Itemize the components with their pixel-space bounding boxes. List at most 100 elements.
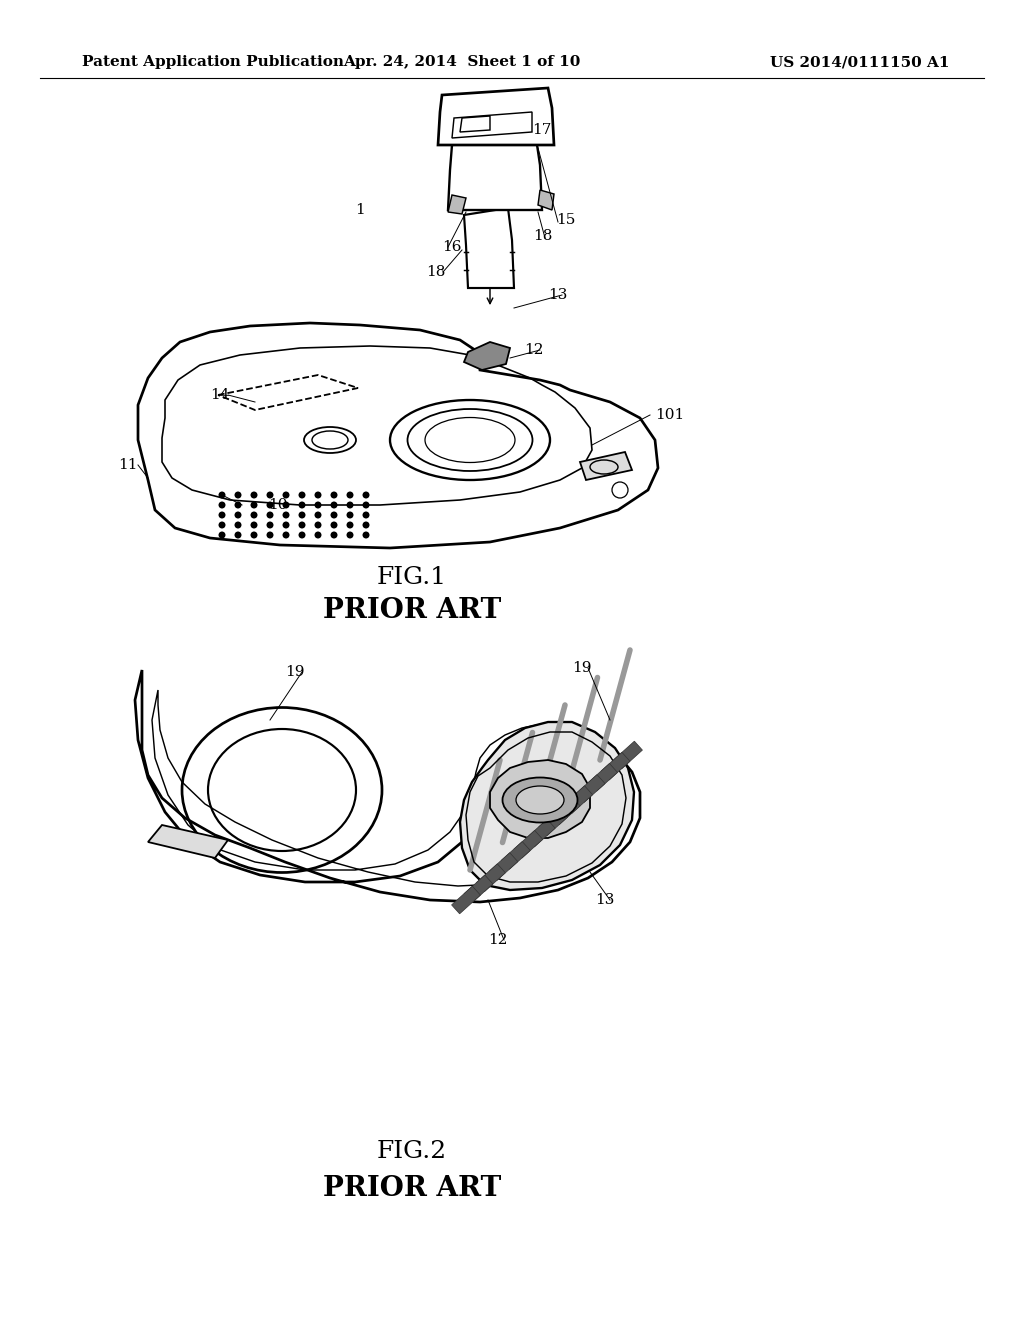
Circle shape <box>362 532 370 539</box>
Circle shape <box>218 511 225 519</box>
Text: 18: 18 <box>534 228 552 243</box>
Circle shape <box>331 491 338 499</box>
Text: 10: 10 <box>268 498 288 512</box>
Text: 1: 1 <box>355 203 365 216</box>
Circle shape <box>314 511 322 519</box>
Circle shape <box>218 502 225 508</box>
Polygon shape <box>138 323 658 548</box>
Text: 101: 101 <box>655 408 684 422</box>
Polygon shape <box>551 797 581 825</box>
Circle shape <box>362 502 370 508</box>
Polygon shape <box>464 209 514 288</box>
Text: 11: 11 <box>118 458 137 473</box>
Circle shape <box>218 491 225 499</box>
Text: FIG.1: FIG.1 <box>377 566 447 590</box>
Polygon shape <box>539 808 567 836</box>
Circle shape <box>299 491 305 499</box>
Polygon shape <box>526 820 555 847</box>
Circle shape <box>251 511 257 519</box>
Polygon shape <box>476 863 505 891</box>
Circle shape <box>218 521 225 528</box>
Circle shape <box>234 511 242 519</box>
Circle shape <box>266 521 273 528</box>
Polygon shape <box>148 825 228 858</box>
Polygon shape <box>502 842 530 869</box>
Text: PRIOR ART: PRIOR ART <box>323 597 501 623</box>
Polygon shape <box>580 451 632 480</box>
Circle shape <box>266 511 273 519</box>
Polygon shape <box>464 875 493 903</box>
Circle shape <box>346 502 353 508</box>
Text: 15: 15 <box>556 213 575 227</box>
Circle shape <box>234 502 242 508</box>
Circle shape <box>362 511 370 519</box>
Circle shape <box>283 491 290 499</box>
Circle shape <box>314 532 322 539</box>
Circle shape <box>314 491 322 499</box>
Circle shape <box>299 511 305 519</box>
Ellipse shape <box>503 777 578 822</box>
Circle shape <box>234 521 242 528</box>
Polygon shape <box>601 752 630 780</box>
Text: 18: 18 <box>426 265 445 279</box>
Circle shape <box>283 521 290 528</box>
Text: 16: 16 <box>442 240 462 253</box>
Circle shape <box>331 502 338 508</box>
Text: PRIOR ART: PRIOR ART <box>323 1175 501 1201</box>
Circle shape <box>266 491 273 499</box>
Polygon shape <box>489 853 518 880</box>
Circle shape <box>283 502 290 508</box>
Polygon shape <box>438 88 554 145</box>
Circle shape <box>299 532 305 539</box>
Circle shape <box>251 502 257 508</box>
Circle shape <box>346 521 353 528</box>
Polygon shape <box>514 830 543 858</box>
Circle shape <box>314 521 322 528</box>
Polygon shape <box>589 763 617 791</box>
Polygon shape <box>460 722 634 890</box>
Text: 14: 14 <box>210 388 229 403</box>
Text: 19: 19 <box>572 661 592 675</box>
Text: 12: 12 <box>488 933 508 946</box>
Polygon shape <box>564 785 593 813</box>
Circle shape <box>234 491 242 499</box>
Polygon shape <box>449 195 466 214</box>
Polygon shape <box>613 741 642 768</box>
Circle shape <box>314 502 322 508</box>
Text: 12: 12 <box>524 343 544 356</box>
Circle shape <box>346 491 353 499</box>
Polygon shape <box>449 139 542 210</box>
Circle shape <box>283 532 290 539</box>
Circle shape <box>299 502 305 508</box>
Circle shape <box>299 521 305 528</box>
Polygon shape <box>577 775 605 803</box>
Text: Apr. 24, 2014  Sheet 1 of 10: Apr. 24, 2014 Sheet 1 of 10 <box>343 55 581 69</box>
Circle shape <box>234 532 242 539</box>
Text: 19: 19 <box>285 665 304 678</box>
Polygon shape <box>490 760 590 838</box>
Circle shape <box>331 532 338 539</box>
Circle shape <box>331 511 338 519</box>
Polygon shape <box>538 190 554 210</box>
Polygon shape <box>452 886 480 913</box>
Circle shape <box>362 521 370 528</box>
Circle shape <box>266 532 273 539</box>
Circle shape <box>218 532 225 539</box>
Text: US 2014/0111150 A1: US 2014/0111150 A1 <box>770 55 950 69</box>
Text: 13: 13 <box>595 894 614 907</box>
Circle shape <box>251 532 257 539</box>
Circle shape <box>346 511 353 519</box>
Text: Patent Application Publication: Patent Application Publication <box>82 55 344 69</box>
Circle shape <box>283 511 290 519</box>
Text: 13: 13 <box>548 288 567 302</box>
Polygon shape <box>464 342 510 370</box>
Text: 17: 17 <box>532 123 551 137</box>
Circle shape <box>331 521 338 528</box>
Ellipse shape <box>516 785 564 814</box>
Text: FIG.2: FIG.2 <box>377 1140 447 1163</box>
Circle shape <box>251 521 257 528</box>
Polygon shape <box>135 671 640 902</box>
Circle shape <box>251 491 257 499</box>
Circle shape <box>346 532 353 539</box>
Circle shape <box>362 491 370 499</box>
